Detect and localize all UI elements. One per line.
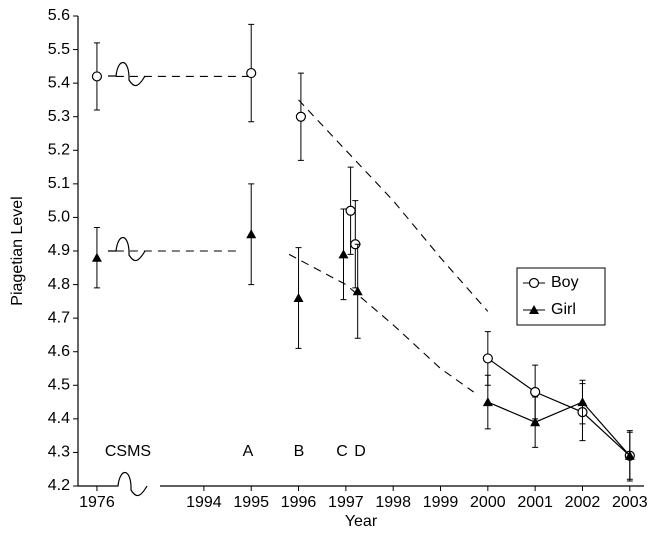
y-tick-label: 5.0 [48, 209, 70, 226]
x-tick-label: 1997 [328, 494, 364, 511]
x-tick-label: 1998 [375, 494, 411, 511]
legend-label: Boy [551, 274, 579, 291]
data-point [482, 353, 493, 364]
break-squiggle [108, 236, 146, 262]
y-tick-label: 5.4 [48, 74, 70, 91]
x-tick-label: 1976 [79, 494, 115, 511]
y-tick-label: 5.5 [48, 41, 70, 58]
legend-marker [529, 305, 539, 314]
x-tick-label: 2003 [612, 494, 648, 511]
y-tick-label: 5.2 [48, 142, 70, 159]
y-tick-label: 5.6 [48, 7, 70, 24]
trend-line [288, 253, 474, 393]
annotation: CSMS [105, 443, 151, 460]
annotation: B [294, 443, 305, 460]
series-line [487, 401, 631, 457]
data-point [91, 252, 102, 262]
break-squiggle [108, 61, 146, 87]
data-point [624, 450, 635, 460]
data-point [246, 67, 257, 79]
data-point [577, 397, 588, 407]
data-point [352, 286, 363, 296]
y-tick-label: 4.2 [48, 477, 70, 494]
axis-break-marks [77, 16, 644, 497]
data-point [293, 293, 304, 302]
legend-label: Girl [551, 301, 576, 318]
annotation: A [243, 443, 254, 460]
data-point [338, 249, 349, 259]
data-point [530, 386, 541, 398]
data-point [91, 71, 103, 82]
data-point [295, 111, 306, 122]
x-tick-label: 1996 [281, 494, 317, 511]
y-tick-label: 5.3 [48, 108, 70, 125]
data-point [246, 229, 257, 239]
data-point [482, 397, 493, 407]
annotation: C [336, 443, 348, 460]
x-tick-label: 1999 [423, 494, 459, 511]
legend-box [516, 267, 606, 326]
data-point [345, 205, 356, 216]
x-tick-label: 2000 [470, 494, 506, 511]
y-tick-label: 4.9 [48, 242, 70, 259]
break-squiggle [78, 471, 148, 497]
y-tick-label: 4.7 [48, 309, 70, 326]
y-tick-label: 5.1 [48, 175, 70, 192]
x-axis-label: Year [345, 513, 378, 530]
y-tick-label: 4.6 [48, 343, 70, 360]
x-tick-label: 1995 [233, 494, 269, 511]
x-tick-label: 2002 [565, 494, 601, 511]
trend-line [298, 99, 489, 312]
series-line [487, 357, 631, 457]
y-tick-label: 4.8 [48, 276, 70, 293]
y-axis-label: Piagetian Level [9, 196, 26, 305]
data-point [530, 417, 541, 427]
y-tick-label: 4.4 [48, 410, 70, 427]
x-tick-label: 2001 [517, 494, 553, 511]
y-tick-label: 4.3 [48, 444, 70, 461]
legend-marker [528, 277, 540, 289]
annotation: D [354, 443, 366, 460]
x-tick-label: 1994 [186, 494, 222, 511]
y-tick-label: 4.5 [48, 377, 70, 394]
